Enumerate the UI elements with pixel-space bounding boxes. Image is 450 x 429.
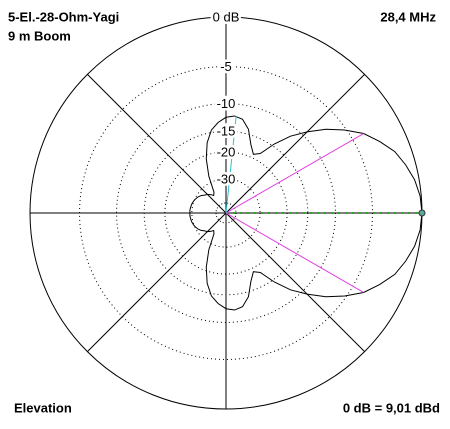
r-tick-label: 0 dB (213, 9, 240, 24)
chart-subtitle: 9 m Boom (8, 28, 71, 43)
labels: 0 dB -5 -10 -15 -20 -30 (210, 7, 242, 189)
ring (143, 130, 309, 296)
marker-line (225, 133, 364, 214)
view-label: Elevation (14, 400, 72, 415)
r-tick-label: -15 (217, 124, 236, 139)
marker-line (225, 116, 237, 214)
ring (116, 103, 336, 323)
pattern-line (189, 115, 423, 311)
chart-title: 5-El.-28-Ohm-Yagi (8, 9, 119, 24)
plot (189, 115, 426, 311)
ring (164, 151, 288, 275)
r-tick-label: -30 (217, 171, 236, 186)
ring (79, 66, 373, 360)
ring (191, 178, 261, 248)
reference-label: 0 dB = 9,01 dBd (343, 400, 440, 415)
marker-line (225, 212, 364, 293)
r-tick-label: -5 (220, 59, 232, 74)
inner-ring (215, 202, 237, 224)
frequency: 28,4 MHz (380, 9, 436, 24)
r-tick-label: -10 (217, 96, 236, 111)
marker-dot (418, 209, 426, 217)
r-tick-label: -20 (217, 144, 236, 159)
